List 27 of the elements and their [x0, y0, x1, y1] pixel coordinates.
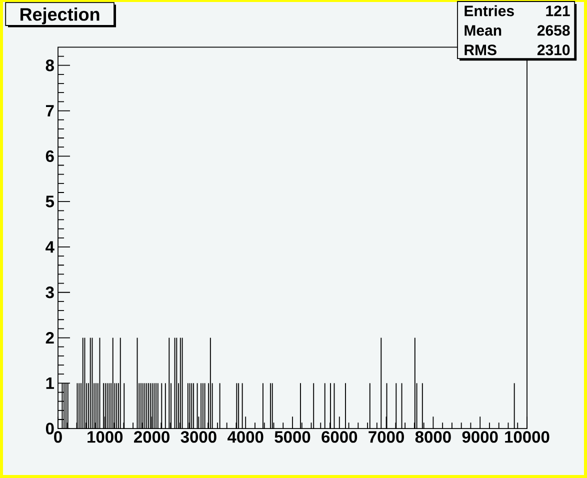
chart-title: Rejection [20, 8, 100, 24]
x-tick-label: 7000 [368, 431, 404, 443]
y-tick-label: 8 [46, 60, 54, 72]
text: 2310 [537, 44, 570, 56]
x-tick-label: 5000 [274, 431, 310, 443]
y-tick-label: 0 [46, 422, 54, 434]
text: 2658 [537, 25, 570, 36]
x-tick-label: 2000 [134, 431, 170, 443]
y-tick-label: 3 [46, 286, 54, 298]
y-tick-label: 4 [46, 241, 54, 253]
x-tick-label: 1000 [88, 431, 123, 443]
y-tick-label: 7 [46, 105, 54, 116]
x-tick-label: 0 [54, 431, 62, 443]
text: Mean [464, 25, 502, 36]
y-tick-label: 6 [46, 150, 54, 162]
x-tick-label: 8000 [415, 431, 451, 443]
x-tick-label: 10000 [505, 431, 550, 443]
y-tick-label: 2 [46, 332, 54, 344]
x-tick-label: 4000 [228, 431, 264, 443]
text: 121 [546, 6, 570, 16]
y-tick-label: 5 [46, 196, 54, 208]
annotation: RMS [464, 44, 496, 56]
x-tick-label: 9000 [462, 431, 498, 443]
text: Entries [464, 5, 514, 16]
x-tick-label: 3000 [180, 431, 216, 443]
y-tick-label: 1 [46, 378, 54, 389]
x-tick-label: 6000 [322, 431, 358, 443]
